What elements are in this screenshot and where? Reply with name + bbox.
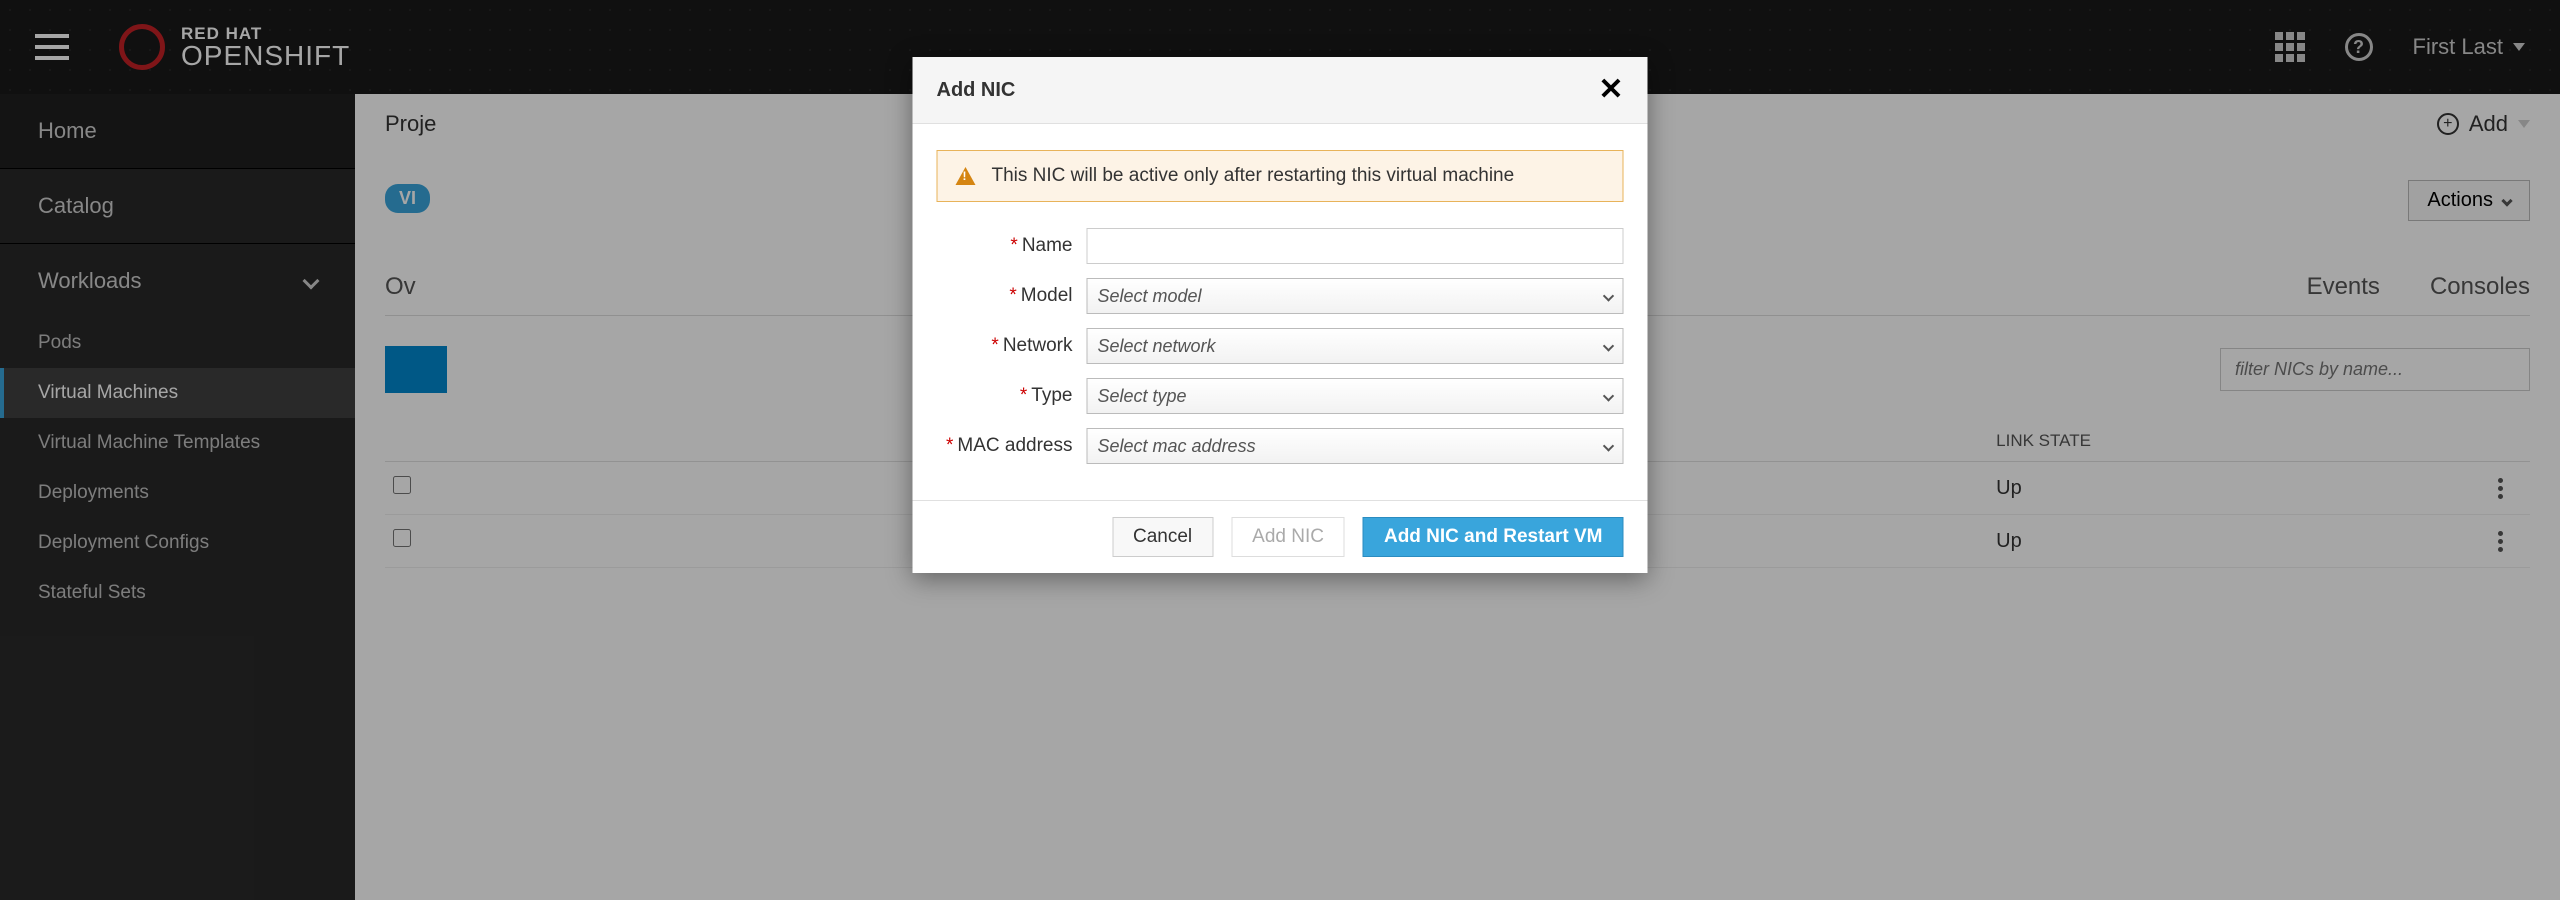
close-icon[interactable]: ✕	[1598, 75, 1623, 105]
alert-text: This NIC will be active only after resta…	[992, 165, 1515, 187]
name-input[interactable]	[1087, 228, 1624, 264]
warning-icon	[956, 167, 976, 185]
modal-header: Add NIC ✕	[913, 57, 1648, 124]
label-model: Model	[1021, 285, 1073, 306]
warning-alert: This NIC will be active only after resta…	[937, 150, 1624, 202]
modal-title: Add NIC	[937, 79, 1016, 102]
add-nic-button[interactable]: Add NIC	[1231, 517, 1345, 557]
network-select[interactable]: Select network	[1087, 328, 1624, 364]
chevron-down-icon	[1603, 440, 1614, 451]
chevron-down-icon	[1603, 390, 1614, 401]
cancel-button[interactable]: Cancel	[1112, 517, 1213, 557]
label-mac: MAC address	[957, 435, 1072, 456]
model-select[interactable]: Select model	[1087, 278, 1624, 314]
chevron-down-icon	[1603, 290, 1614, 301]
type-select[interactable]: Select type	[1087, 378, 1624, 414]
chevron-down-icon	[1603, 340, 1614, 351]
mac-select[interactable]: Select mac address	[1087, 428, 1624, 464]
label-type: Type	[1031, 385, 1072, 406]
label-network: Network	[1003, 335, 1073, 356]
modal-footer: Cancel Add NIC Add NIC and Restart VM	[913, 500, 1648, 573]
add-nic-restart-button[interactable]: Add NIC and Restart VM	[1363, 517, 1624, 557]
label-name: Name	[1022, 235, 1073, 256]
add-nic-modal: Add NIC ✕ This NIC will be active only a…	[913, 57, 1648, 573]
